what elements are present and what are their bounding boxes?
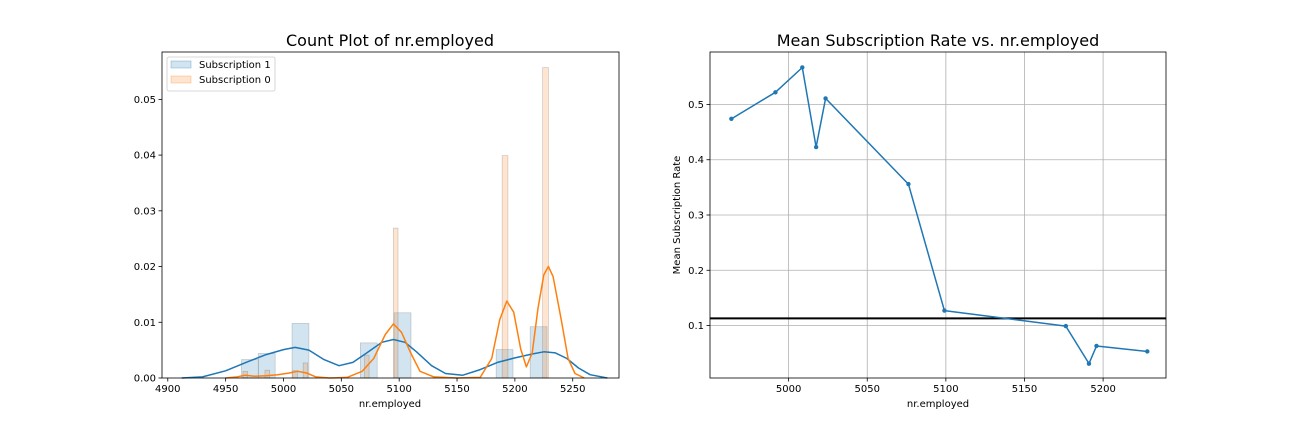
count-plot-xtick-label-2: 5000 <box>271 384 296 395</box>
kde-curve-subscription-1 <box>181 338 608 379</box>
rate-plot-marks <box>710 65 1166 366</box>
rate-plot-xlabel: nr.employed <box>907 399 969 410</box>
rate-plot-axes: Mean Subscription Rate vs. nr.employed 5… <box>672 31 1167 410</box>
legend-swatch-subscription-0 <box>170 75 192 84</box>
rate-plot-xtick-label-2: 5100 <box>933 384 958 395</box>
count-plot-ytick-label-4: 0.04 <box>134 151 156 162</box>
histogram-bar-subscription-0-6 <box>501 155 509 379</box>
histogram-bar-subscription-0-5 <box>393 227 399 379</box>
count-plot-xtick-label-1: 4950 <box>213 384 238 395</box>
count-plot-ytick-label-0: 0.00 <box>134 374 156 385</box>
histogram-bar-subscription-0-7 <box>542 67 549 379</box>
rate-plot-ytick-label-3: 0.4 <box>688 155 704 166</box>
count-plot-axes: Count Plot of nr.employed 4900 4950 5000 50… <box>134 31 620 410</box>
mean-rate-point-8 <box>1086 361 1092 366</box>
rate-plot-ticks: 5000 5050 5100 5150 5200 0.1 0.2 0.3 0.4 0.5 <box>688 100 1116 395</box>
legend-label-subscription-1: Subscription 1 <box>199 60 271 71</box>
count-plot-xtick-label-6: 5200 <box>502 384 527 395</box>
mean-rate-point-6 <box>942 308 947 313</box>
count-plot-legend: Subscription 1 Subscription 0 <box>166 56 276 92</box>
count-plot-ytick-label-2: 0.02 <box>134 262 156 273</box>
count-plot-xtick-label-7: 5250 <box>560 384 585 395</box>
kde-curve-subscription-0 <box>225 265 585 379</box>
rate-plot-ytick-label-0: 0.1 <box>688 321 704 332</box>
histogram-bar-subscription-0-1 <box>264 369 270 379</box>
count-plot-xtick-label-5: 5150 <box>444 384 469 395</box>
count-plot-frame <box>161 51 620 379</box>
mean-rate-point-10 <box>1145 349 1150 354</box>
mean-rate-point-3 <box>813 144 819 150</box>
count-plot-title: Count Plot of nr.employed <box>286 31 494 50</box>
rate-plot-title: Mean Subscription Rate vs. nr.employed <box>777 31 1100 50</box>
legend-swatch-subscription-1 <box>170 60 192 69</box>
rate-plot-xtick-label-1: 5050 <box>855 384 880 395</box>
count-plot-ytick-label-5: 0.05 <box>134 95 156 106</box>
rate-plot-ytick-label-4: 0.5 <box>688 100 704 111</box>
mean-rate-point-4 <box>823 96 828 101</box>
mean-rate-point-7 <box>1063 323 1069 329</box>
rate-plot-ytick-label-2: 0.3 <box>688 211 704 222</box>
count-plot-marks <box>181 67 608 379</box>
mean-rate-point-5 <box>906 181 911 187</box>
rate-plot-xtick-label-3: 5150 <box>1012 384 1037 395</box>
count-plot-xtick-label-0: 4900 <box>155 384 180 395</box>
rate-plot-ytick-label-1: 0.2 <box>688 266 704 277</box>
count-plot-xtick-label-4: 5100 <box>386 384 411 395</box>
rate-plot-ylabel: Mean Subscription Rate <box>672 156 683 275</box>
count-plot-xlabel: nr.employed <box>359 399 421 410</box>
count-plot-xtick-label-3: 5050 <box>329 384 354 395</box>
legend-label-subscription-0: Subscription 0 <box>199 75 271 86</box>
mean-rate-point-0 <box>729 116 734 122</box>
legend-box <box>166 56 276 92</box>
count-plot-ytick-label-1: 0.01 <box>134 318 156 329</box>
rate-plot-xtick-label-4: 5200 <box>1090 384 1115 395</box>
count-plot-ticks: 4900 4950 5000 5050 5100 5150 5200 5250 0.00 0.01… <box>134 95 586 395</box>
mean-rate-point-9 <box>1094 343 1099 349</box>
mean-rate-point-2 <box>800 65 805 70</box>
rate-plot-xtick-label-0: 5000 <box>776 384 801 395</box>
rate-plot-grid <box>710 52 1166 378</box>
mean-rate-point-1 <box>773 90 778 95</box>
count-plot-ytick-label-3: 0.03 <box>134 206 156 217</box>
histogram-bar-subscription-0-3 <box>302 362 309 379</box>
